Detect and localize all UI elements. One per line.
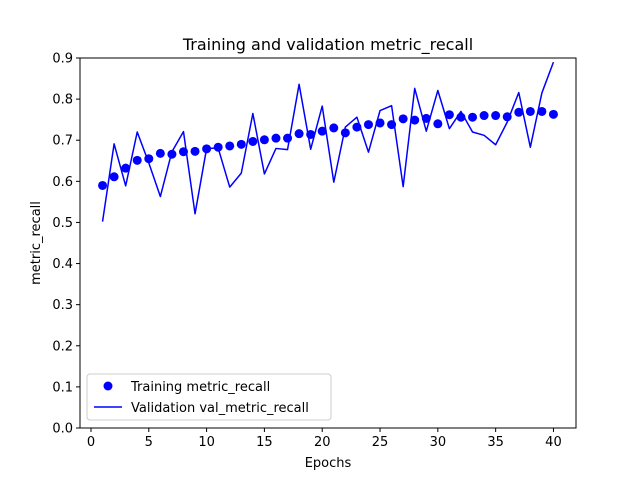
training-data-point	[121, 163, 131, 173]
y-tick-label: 0.9	[52, 52, 73, 67]
series-layer	[98, 61, 558, 222]
x-tick-label: 0	[87, 435, 95, 450]
training-data-point	[548, 109, 558, 119]
training-data-point	[363, 120, 373, 130]
x-tick-label: 15	[256, 435, 273, 450]
y-tick-label: 0.1	[52, 380, 73, 395]
training-data-point	[479, 111, 489, 121]
x-tick-label: 35	[487, 435, 504, 450]
y-tick-label: 0.3	[52, 298, 73, 313]
y-axis-label: metric_recall	[29, 201, 44, 285]
training-data-point	[236, 139, 246, 149]
training-data-point	[259, 135, 269, 145]
y-tick-label: 0.5	[52, 216, 73, 231]
legend-label-validation: Validation val_metric_recall	[131, 401, 309, 416]
training-data-point	[491, 111, 501, 121]
training-data-point	[514, 107, 524, 117]
x-tick-label: 40	[545, 435, 562, 450]
x-tick-label: 5	[145, 435, 153, 450]
y-tick-label: 0.2	[52, 339, 73, 354]
legend: Training metric_recall Validation val_me…	[86, 373, 332, 421]
validation-series-line	[101, 61, 555, 222]
training-data-point	[98, 180, 108, 190]
y-tick-label: 0.0	[52, 422, 73, 437]
x-axis-ticks: 0 5 10 15 20 25 30 35 40	[87, 428, 562, 450]
y-axis-ticks: 0.0 0.1 0.2 0.3 0.4 0.5 0.6 0.7 0.8 0.9	[52, 52, 80, 437]
training-data-point	[525, 106, 535, 116]
y-tick-label: 0.4	[52, 257, 73, 272]
training-data-point	[410, 115, 420, 125]
training-data-point	[132, 155, 142, 165]
plot-background	[80, 58, 576, 428]
x-tick-label: 30	[430, 435, 447, 450]
training-data-point	[433, 119, 443, 129]
training-data-point	[317, 126, 327, 136]
x-tick-label: 20	[314, 435, 331, 450]
training-data-point	[398, 114, 408, 124]
legend-label-training: Training metric_recall	[130, 380, 270, 395]
training-data-point	[109, 172, 119, 182]
x-tick-label: 25	[372, 435, 389, 450]
legend-box	[86, 373, 332, 421]
training-data-point	[444, 110, 454, 120]
chart-title: Training and validation metric_recall	[182, 35, 473, 55]
legend-marker-training	[103, 381, 113, 391]
training-data-point	[329, 123, 339, 133]
training-data-point	[155, 148, 165, 158]
plot-area: 0.0 0.1 0.2 0.3 0.4 0.5 0.6 0.7 0.8 0.9 0 5 10 15 20 2…	[52, 52, 577, 450]
training-data-point	[294, 129, 304, 139]
training-data-point	[271, 133, 281, 143]
x-axis-label: Epochs	[305, 456, 352, 471]
training-data-point	[537, 106, 547, 116]
training-data-point	[190, 146, 200, 156]
y-tick-label: 0.8	[52, 93, 73, 108]
y-tick-label: 0.7	[52, 134, 73, 149]
y-tick-label: 0.6	[52, 175, 73, 190]
training-data-point	[248, 136, 258, 146]
training-data-point	[213, 142, 223, 152]
plot-frame	[79, 57, 577, 429]
training-data-point	[225, 141, 235, 151]
training-data-point	[468, 112, 478, 122]
x-tick-label: 10	[198, 435, 215, 450]
